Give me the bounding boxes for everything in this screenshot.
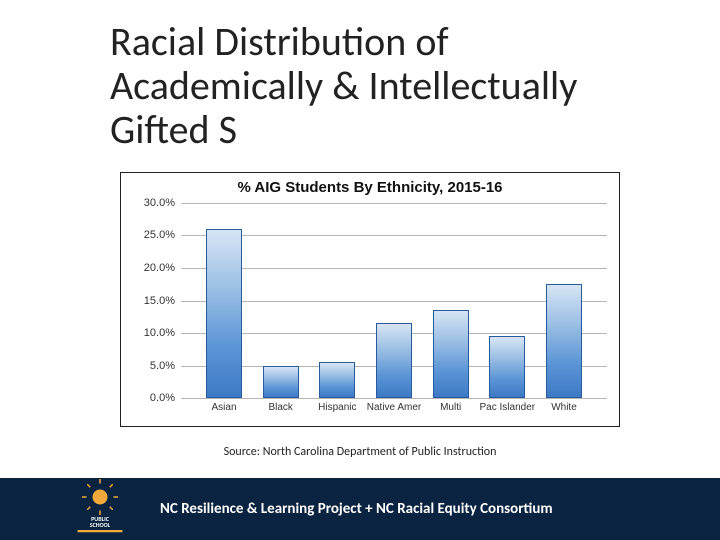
chart-gridline (181, 268, 607, 269)
chart-x-tick-label: Asian (212, 402, 237, 413)
chart-bar (489, 336, 525, 398)
chart-gridline (181, 235, 607, 236)
chart-bar (263, 366, 299, 398)
slide: Racial Distribution of Academically & In… (0, 0, 720, 540)
public-school-forum-logo: PUBLIC SCHOOL (60, 476, 140, 536)
chart-bar (206, 229, 242, 398)
chart-y-tick-label: 25.0% (144, 229, 175, 241)
chart-bar (546, 284, 582, 398)
chart-y-tick-label: 10.0% (144, 327, 175, 339)
chart-gridline (181, 301, 607, 302)
chart-x-tick-label: Hispanic (318, 402, 356, 413)
logo-sun-icon (93, 490, 108, 505)
chart-plot-area: 0.0%5.0%10.0%15.0%20.0%25.0%30.0%AsianBl… (181, 203, 607, 398)
logo-text-2: SCHOOL (90, 521, 111, 529)
chart-bar (319, 362, 355, 398)
chart-x-tick-label: Native Amer (367, 402, 421, 413)
footer-text: NC Resilience & Learning Project + NC Ra… (160, 500, 690, 518)
chart-x-tick-label: Pac Islander (480, 402, 536, 413)
chart-gridline (181, 398, 607, 399)
chart-gridline (181, 203, 607, 204)
logo-bar-icon (78, 530, 123, 532)
slide-title: Racial Distribution of Academically & In… (110, 20, 610, 152)
chart-x-tick-label: White (551, 402, 577, 413)
source-text: Source: North Carolina Department of Pub… (0, 445, 720, 459)
chart-bar (433, 310, 469, 398)
chart-y-tick-label: 20.0% (144, 262, 175, 274)
footer-band: PUBLIC SCHOOL NC Resilience & Learning P… (0, 478, 720, 540)
chart-x-tick-label: Black (268, 402, 292, 413)
aig-chart: % AIG Students By Ethnicity, 2015-16 0.0… (120, 172, 620, 427)
chart-y-tick-label: 0.0% (150, 392, 175, 404)
chart-y-tick-label: 30.0% (144, 197, 175, 209)
chart-y-tick-label: 5.0% (150, 360, 175, 372)
chart-title: % AIG Students By Ethnicity, 2015-16 (121, 179, 619, 196)
chart-bar (376, 323, 412, 398)
chart-y-tick-label: 15.0% (144, 295, 175, 307)
chart-x-tick-label: Multi (440, 402, 461, 413)
